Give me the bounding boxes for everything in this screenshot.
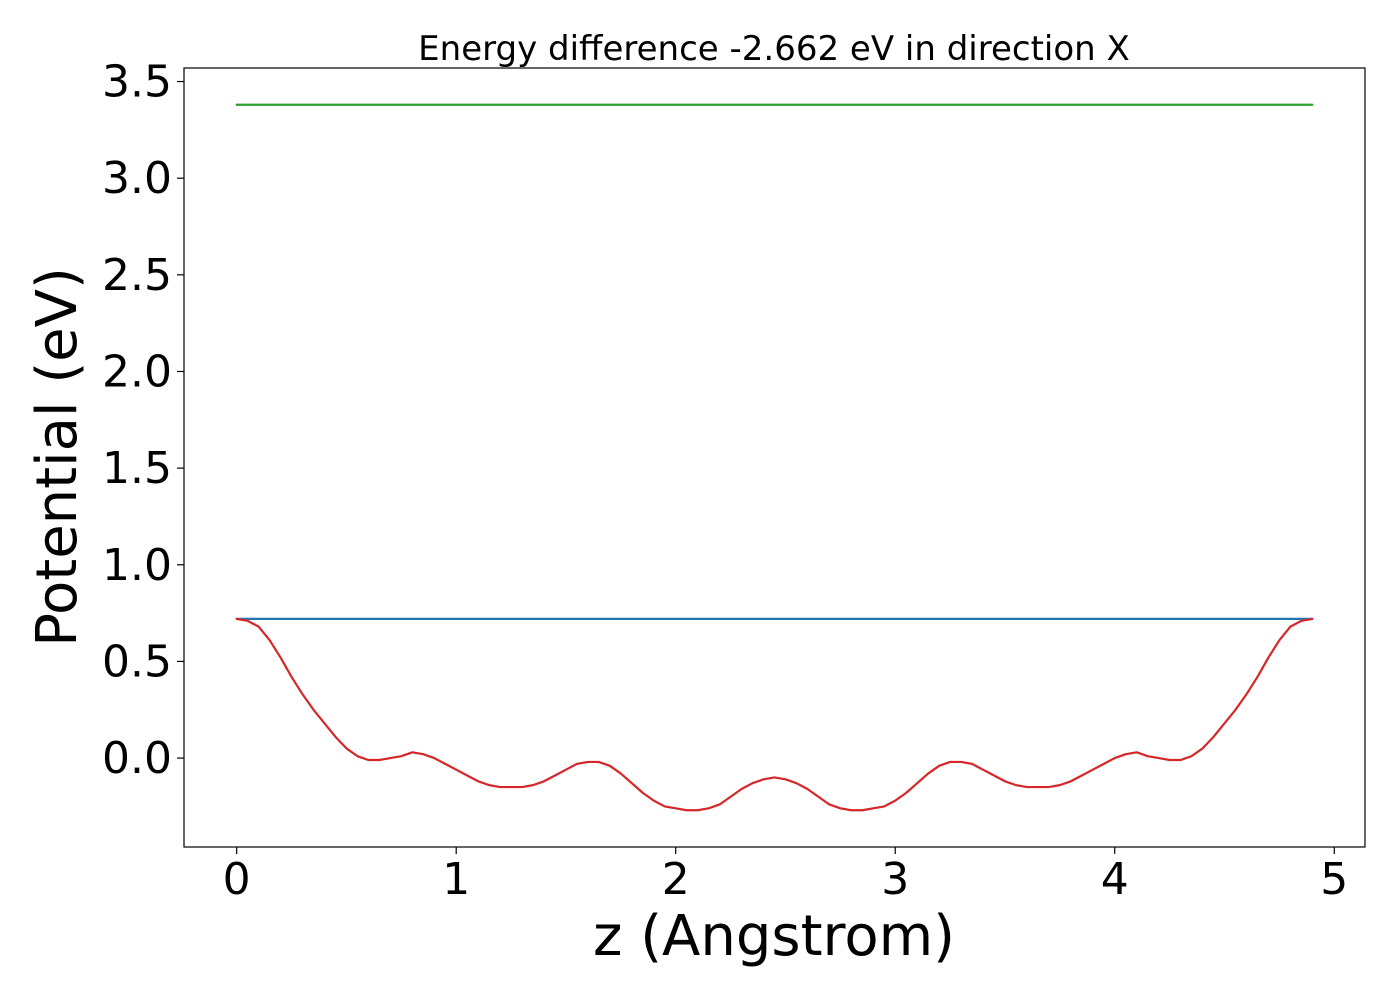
series-line-3 — [235, 617, 1314, 812]
y-tick-label: 2.5 — [102, 250, 172, 301]
y-tick-label: 2.0 — [102, 346, 172, 397]
x-tick-label: 0 — [223, 854, 251, 905]
y-tick-label: 3.0 — [102, 153, 172, 204]
x-tick-label: 1 — [442, 854, 470, 905]
y-tick-label: 0.5 — [102, 636, 172, 687]
y-axis: 0.0 0.5 1.0 1.5 2.0 2.5 3.0 3.5 — [102, 57, 184, 784]
y-axis-label: Potential (eV) — [25, 267, 90, 647]
x-tick-label: 5 — [1320, 854, 1348, 905]
x-tick-label: 3 — [881, 854, 909, 905]
y-tick-label: 1.5 — [102, 443, 172, 494]
y-tick-label: 0.0 — [102, 733, 172, 784]
chart-title: Energy difference -2.662 eV in direction… — [418, 29, 1130, 69]
y-tick-label: 3.5 — [102, 57, 172, 108]
x-axis-label: z (Angstrom) — [593, 904, 955, 969]
x-tick-label: 2 — [662, 854, 690, 905]
x-tick-label: 4 — [1101, 854, 1129, 905]
plot-frame — [183, 67, 1366, 848]
x-axis: 0 1 2 3 4 5 — [223, 847, 1348, 905]
series-layer — [235, 103, 1314, 812]
y-tick-label: 1.0 — [102, 540, 172, 591]
